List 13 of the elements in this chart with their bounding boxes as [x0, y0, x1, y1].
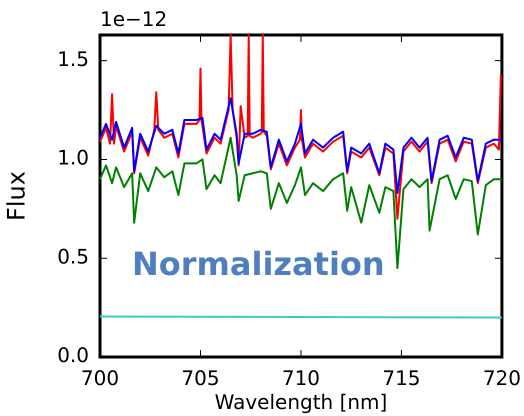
y-axis-title: Flux [2, 171, 31, 221]
x-axis-title: Wavelength [nm] [214, 390, 388, 414]
x-tick-label: 710 [282, 366, 320, 390]
annotation: Normalization [132, 245, 385, 283]
y-tick-label: 0.0 [57, 343, 89, 368]
text: 1e−12 [100, 7, 168, 32]
x-tick-label: 705 [181, 366, 220, 390]
y-tick-label: 1.0 [57, 146, 89, 170]
x-tick-label: 715 [382, 366, 421, 390]
y-tick-label: 1.5 [57, 46, 89, 71]
y-tick-label: 0.5 [57, 244, 89, 268]
x-tick-label: 700 [80, 366, 120, 390]
x-tick-label: 720 [482, 366, 522, 390]
